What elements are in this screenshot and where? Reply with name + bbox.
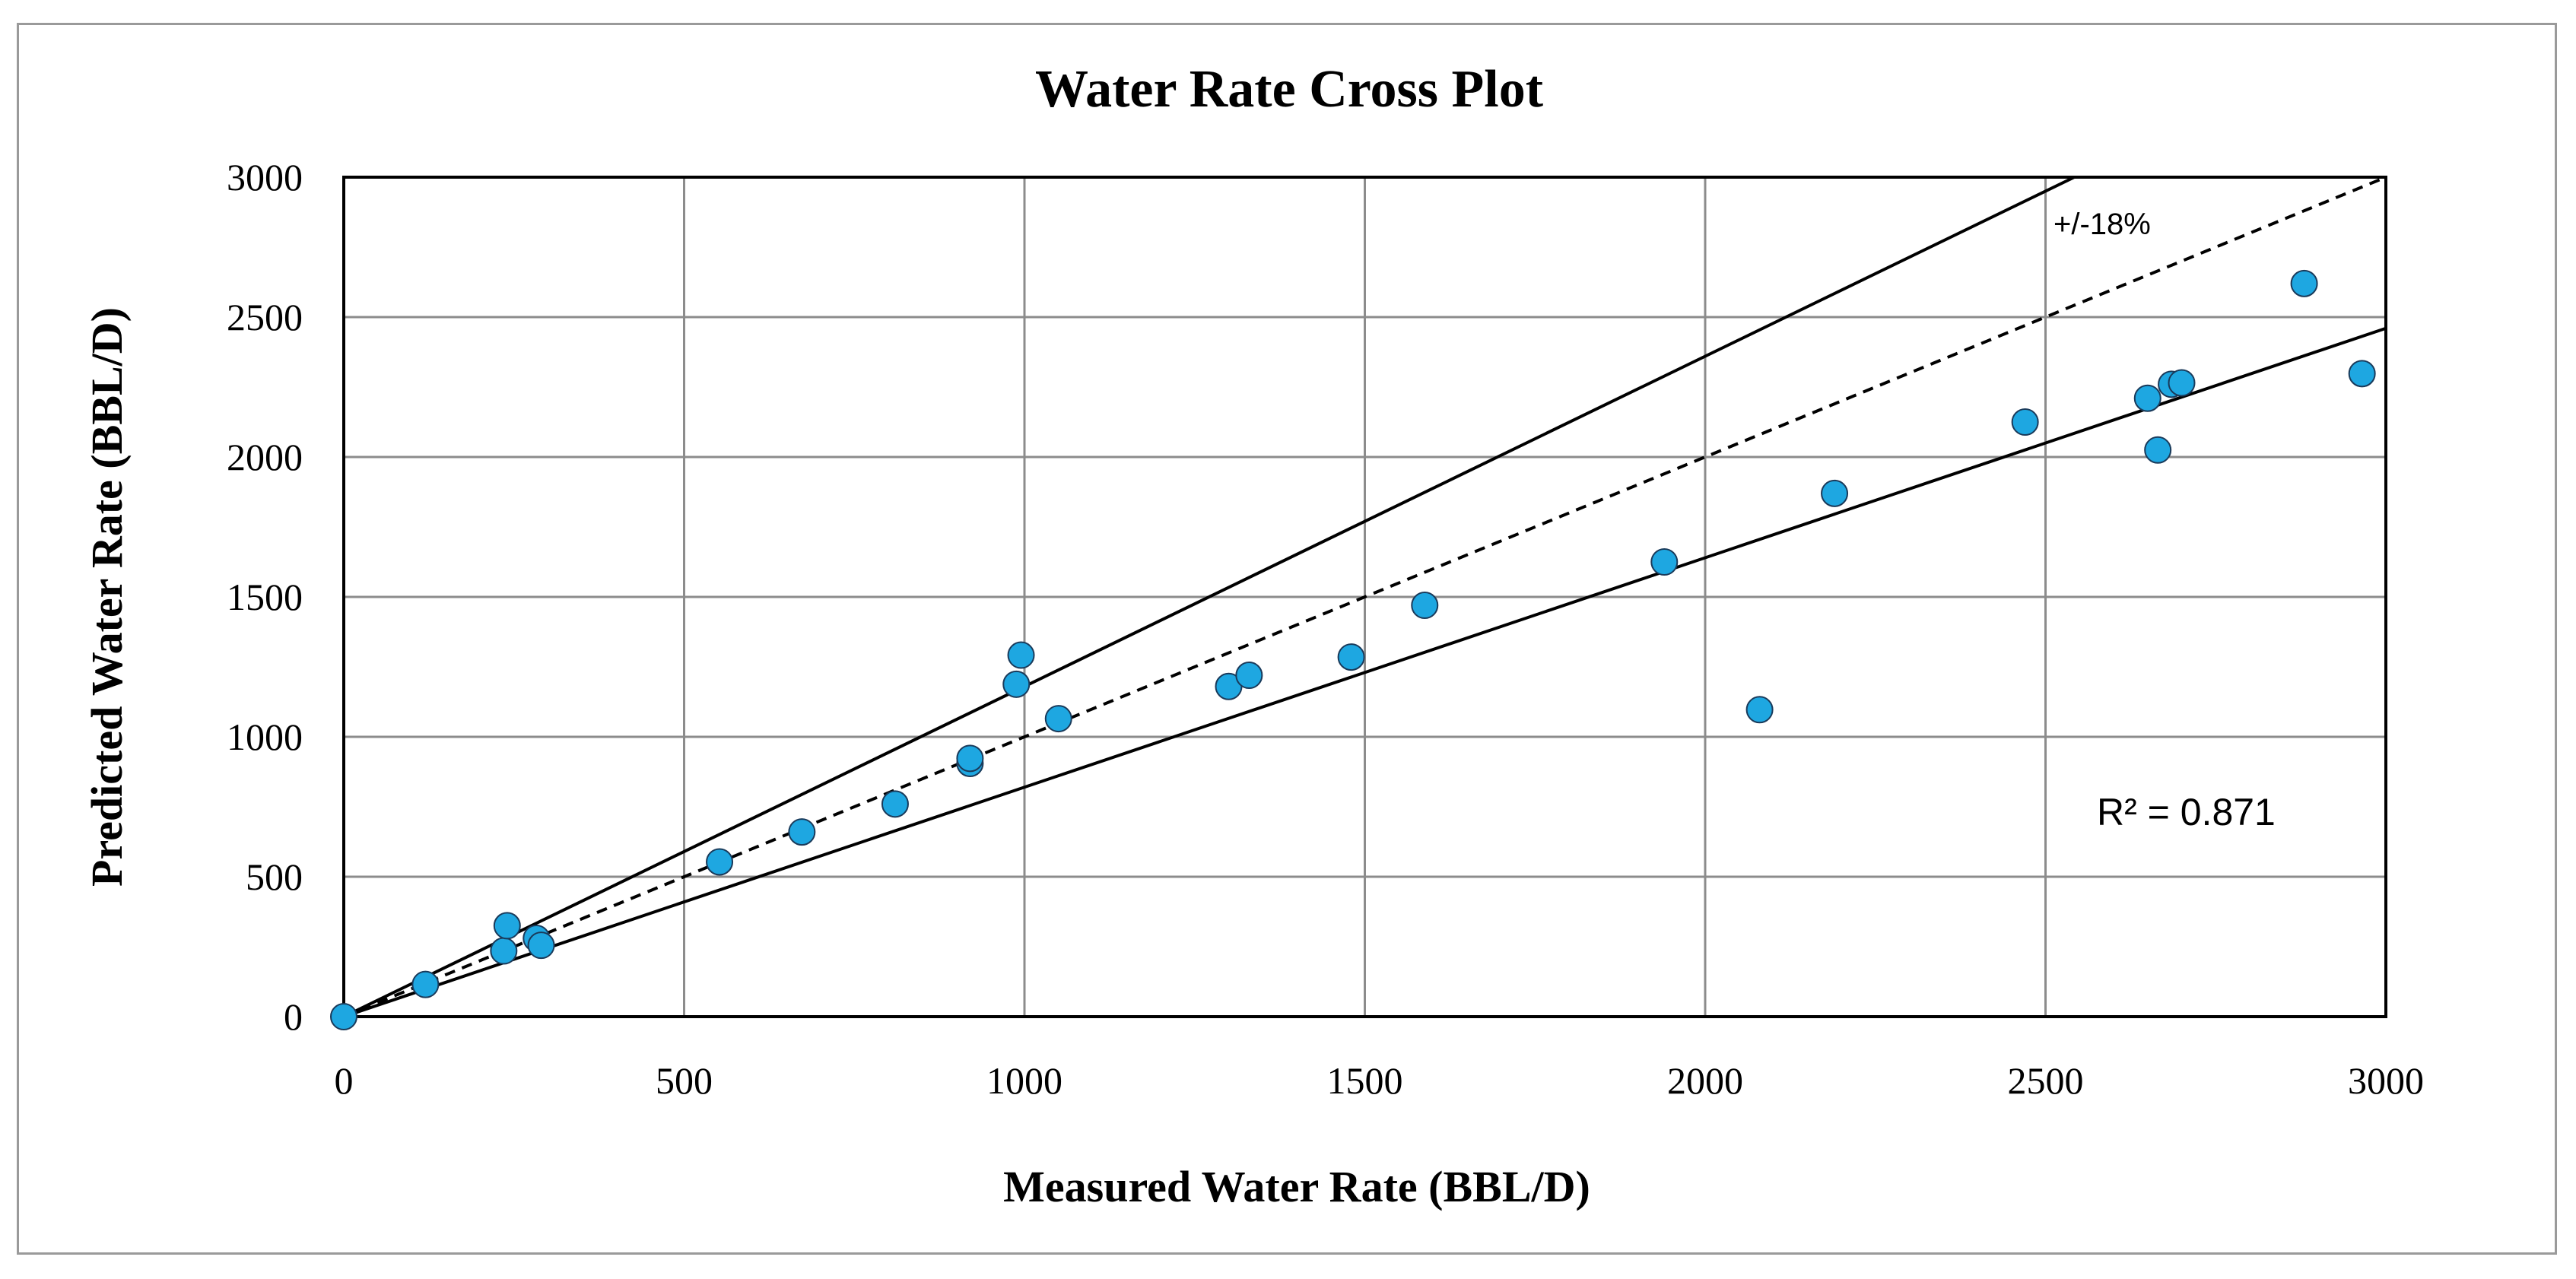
x-tick-label: 3000 xyxy=(2348,1059,2424,1102)
y-tick-label: 3000 xyxy=(227,156,303,198)
band-label: +/-18% xyxy=(2053,208,2151,241)
data-point xyxy=(1007,641,1035,669)
data-point xyxy=(2168,369,2196,397)
y-tick-label: 2500 xyxy=(227,296,303,338)
data-point xyxy=(788,818,816,846)
x-tick-label: 1500 xyxy=(1327,1059,1403,1102)
data-point xyxy=(1002,670,1031,698)
y-tick-label: 1000 xyxy=(227,716,303,758)
data-point xyxy=(706,848,734,876)
x-tick-label: 2000 xyxy=(1667,1059,1743,1102)
data-points xyxy=(330,269,2376,1030)
x-tick-label: 2500 xyxy=(2008,1059,2084,1102)
x-axis-title: Measured Water Rate (BBL/D) xyxy=(1003,1162,1590,1211)
data-point xyxy=(1337,643,1365,671)
data-point xyxy=(2144,436,2172,464)
data-point xyxy=(1044,705,1072,733)
data-point xyxy=(411,970,440,998)
data-point xyxy=(1745,696,1774,724)
data-point xyxy=(1821,479,1849,507)
grid-lines xyxy=(342,176,2387,1018)
error-band-line xyxy=(343,326,2387,1018)
one-to-one-line xyxy=(343,176,2387,1018)
x-tick-label: 1000 xyxy=(986,1059,1062,1102)
plot-area-border xyxy=(342,176,2387,1018)
y-tick-label: 0 xyxy=(284,995,303,1038)
x-tick-labels: 0 500 1000 1500 2000 2500 3000 xyxy=(335,1059,2425,1102)
data-point xyxy=(493,912,521,940)
data-point xyxy=(956,744,984,773)
y-tick-label: 500 xyxy=(246,855,303,898)
r-squared-label: R² = 0.871 xyxy=(2097,791,2276,833)
data-point xyxy=(1235,662,1263,690)
data-point xyxy=(527,931,555,960)
y-axis-title: Predicted Water Rate (BBL/D) xyxy=(82,307,132,887)
data-point xyxy=(490,937,518,965)
data-point xyxy=(2011,408,2039,436)
data-point xyxy=(1411,592,1439,620)
y-tick-label: 1500 xyxy=(227,576,303,618)
x-tick-label: 500 xyxy=(656,1059,713,1102)
error-band-line xyxy=(343,176,2076,1018)
data-point xyxy=(1650,548,1679,576)
reference-lines xyxy=(343,176,2387,1018)
data-point xyxy=(881,790,909,818)
data-point xyxy=(2290,269,2318,297)
chart-title: Water Rate Cross Plot xyxy=(1035,60,1543,119)
x-tick-label: 0 xyxy=(335,1059,354,1102)
chart-frame xyxy=(17,23,2557,1255)
y-tick-label: 2000 xyxy=(227,436,303,478)
y-tick-labels: 0 500 1000 1500 2000 2500 3000 xyxy=(227,156,303,1038)
data-point xyxy=(2133,384,2161,412)
data-point xyxy=(2348,360,2376,388)
data-point xyxy=(330,1003,357,1030)
